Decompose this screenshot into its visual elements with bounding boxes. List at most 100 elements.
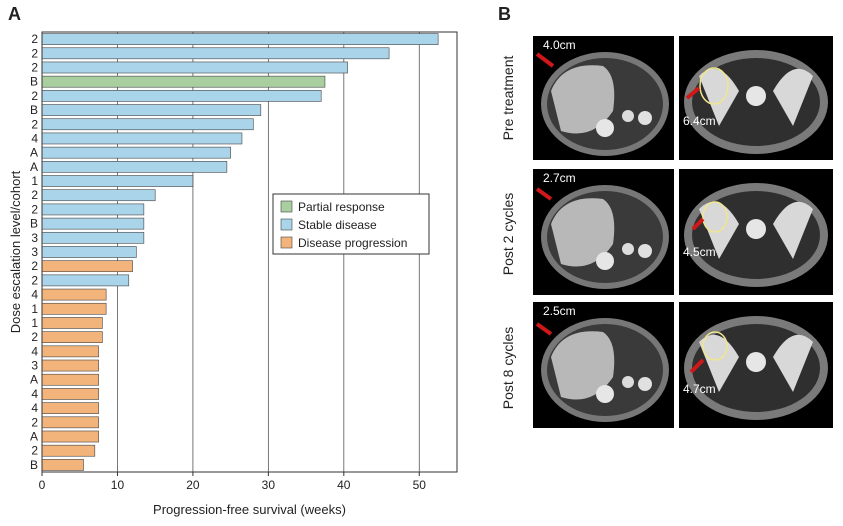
bar bbox=[41, 33, 439, 45]
bar bbox=[41, 288, 107, 301]
legend-box bbox=[272, 193, 430, 255]
category-label: 2 bbox=[31, 330, 38, 344]
scan-pelvis-post8: 4.7cm bbox=[679, 302, 833, 428]
bar bbox=[41, 118, 254, 131]
category-label: 4 bbox=[31, 288, 38, 302]
category-label: 2 bbox=[31, 32, 38, 46]
bar bbox=[41, 146, 231, 159]
panel-b-label: B bbox=[498, 4, 511, 24]
legend-swatch bbox=[280, 200, 293, 213]
bar bbox=[41, 161, 228, 173]
pelvis-ct-image bbox=[684, 183, 828, 287]
bar bbox=[41, 203, 145, 216]
row-label-post-2-cycles: Post 2 cycles bbox=[500, 192, 516, 276]
category-label: B bbox=[30, 217, 38, 231]
x-tick-label: 30 bbox=[262, 478, 276, 492]
liver-ct-image bbox=[535, 52, 669, 156]
category-label: 2 bbox=[31, 415, 38, 429]
category-label: 2 bbox=[31, 60, 38, 74]
bar bbox=[41, 274, 130, 287]
category-label: 1 bbox=[31, 316, 38, 330]
category-label: 4 bbox=[31, 131, 38, 145]
bar bbox=[41, 61, 348, 74]
pelvis-measure-post2: 4.5cm bbox=[683, 245, 716, 259]
legend-label: Disease progression bbox=[298, 236, 407, 250]
category-label: 4 bbox=[31, 401, 38, 415]
category-label: 1 bbox=[31, 302, 38, 316]
scan-liver-post2: 2.7cm bbox=[533, 169, 674, 295]
category-label: B bbox=[30, 103, 38, 117]
category-label: 2 bbox=[31, 273, 38, 287]
category-label: 4 bbox=[31, 387, 38, 401]
bar bbox=[41, 402, 99, 414]
scan-liver-pre: 4.0cm bbox=[533, 36, 674, 160]
category-label: 1 bbox=[31, 174, 38, 188]
scan-pelvis-pre: 6.4cm bbox=[679, 36, 833, 160]
bar bbox=[41, 345, 99, 358]
bar bbox=[41, 90, 322, 102]
liver-ct-image bbox=[535, 185, 669, 289]
category-label: A bbox=[30, 430, 38, 444]
liver-ct-image bbox=[535, 318, 669, 422]
category-label: 2 bbox=[31, 117, 38, 131]
bar bbox=[41, 373, 99, 386]
bar bbox=[41, 231, 145, 244]
scan-liver-post8: 2.5cm bbox=[533, 302, 674, 428]
plot-frame bbox=[41, 31, 458, 473]
category-label: 2 bbox=[31, 89, 38, 103]
row-label-post-8-cycles: Post 8 cycles bbox=[500, 326, 516, 410]
x-tick-label: 10 bbox=[111, 478, 125, 492]
legend-label: Partial response bbox=[298, 200, 385, 214]
bar bbox=[41, 359, 99, 372]
bar bbox=[41, 317, 103, 329]
pelvis-measure-pre: 6.4cm bbox=[683, 114, 716, 128]
bar bbox=[41, 132, 243, 145]
bar bbox=[41, 302, 107, 315]
category-label: 2 bbox=[31, 46, 38, 60]
x-tick-label: 0 bbox=[39, 478, 46, 492]
x-axis-title: Progression-free survival (weeks) bbox=[153, 502, 346, 517]
panel-a-label: A bbox=[8, 4, 21, 24]
bar bbox=[41, 444, 96, 457]
legend-swatch bbox=[280, 236, 293, 249]
legend-swatch bbox=[280, 218, 293, 231]
x-tick-label: 20 bbox=[186, 478, 200, 492]
bar bbox=[41, 260, 133, 273]
bar bbox=[41, 189, 156, 202]
x-tick-label: 50 bbox=[413, 478, 427, 492]
category-label: 3 bbox=[31, 231, 38, 245]
category-label: B bbox=[30, 75, 38, 89]
row-label-pre-treatment: Pre treatment bbox=[500, 55, 516, 141]
bar bbox=[41, 47, 390, 60]
liver-measure-pre: 4.0cm bbox=[543, 38, 576, 52]
scan-pelvis-post2: 4.5cm bbox=[679, 169, 833, 295]
category-label: B bbox=[30, 458, 38, 472]
bar bbox=[41, 246, 137, 258]
category-label: 2 bbox=[31, 444, 38, 458]
category-label: 2 bbox=[31, 188, 38, 202]
pelvis-measure-post8: 4.7cm bbox=[683, 382, 716, 396]
category-label: 4 bbox=[31, 344, 38, 358]
legend-label: Stable disease bbox=[298, 218, 377, 232]
bar bbox=[41, 416, 99, 429]
category-label: 3 bbox=[31, 245, 38, 259]
pelvis-ct-image bbox=[684, 316, 828, 420]
y-axis-title: Dose escalation level/cohort bbox=[8, 170, 23, 333]
ct-scan-grid: Pre treatment Post 2 cycles Post 8 cycle… bbox=[498, 32, 838, 432]
bar bbox=[41, 388, 99, 400]
pelvis-ct-image bbox=[684, 50, 828, 154]
category-label: A bbox=[30, 160, 38, 174]
category-label: 3 bbox=[31, 359, 38, 373]
bar bbox=[41, 459, 84, 471]
bar bbox=[41, 75, 326, 88]
category-label: A bbox=[30, 146, 38, 160]
category-label: 2 bbox=[31, 202, 38, 216]
bar bbox=[41, 331, 103, 343]
bar bbox=[41, 175, 194, 187]
liver-measure-post8: 2.5cm bbox=[543, 304, 576, 318]
bar bbox=[41, 430, 99, 443]
liver-measure-post2: 2.7cm bbox=[543, 171, 576, 185]
category-label: 2 bbox=[31, 259, 38, 273]
x-tick-label: 40 bbox=[337, 478, 351, 492]
